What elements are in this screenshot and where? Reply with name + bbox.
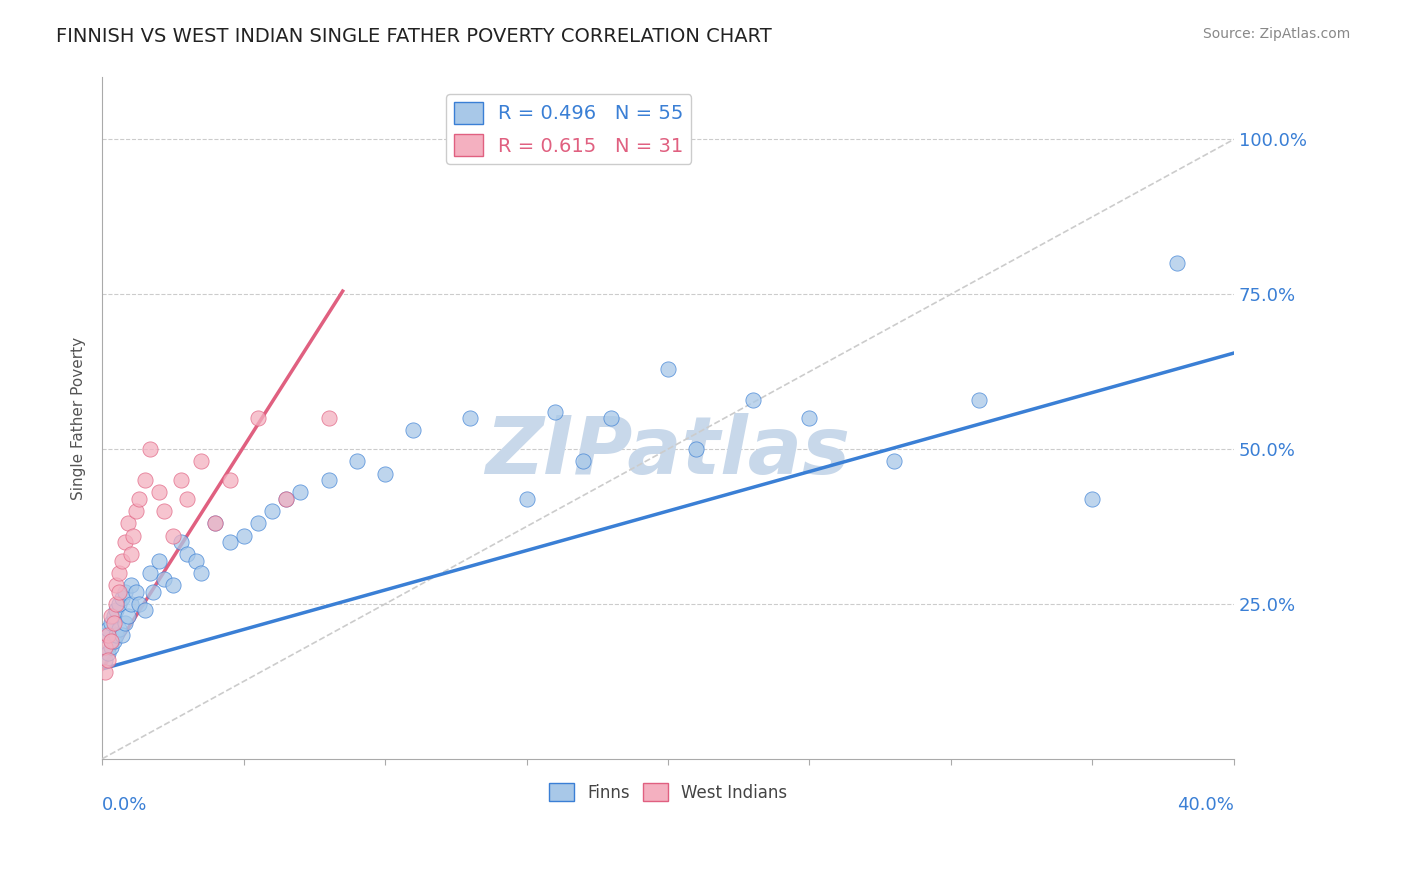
- Point: [232, 529, 254, 543]
- Point: [572, 454, 595, 468]
- Point: [134, 603, 156, 617]
- Text: 40.0%: 40.0%: [1177, 797, 1234, 814]
- Point: [176, 491, 198, 506]
- Point: [657, 361, 679, 376]
- Point: [204, 516, 226, 531]
- Text: ZIPatlas: ZIPatlas: [485, 413, 851, 491]
- Text: Source: ZipAtlas.com: Source: ZipAtlas.com: [1202, 27, 1350, 41]
- Point: [318, 473, 340, 487]
- Point: [111, 553, 134, 567]
- Point: [117, 609, 139, 624]
- Point: [139, 566, 162, 580]
- Point: [114, 535, 136, 549]
- Point: [260, 504, 283, 518]
- Point: [190, 454, 212, 468]
- Point: [94, 628, 117, 642]
- Point: [600, 411, 623, 425]
- Point: [120, 597, 142, 611]
- Point: [134, 473, 156, 487]
- Point: [142, 584, 165, 599]
- Point: [100, 615, 122, 630]
- Point: [184, 553, 207, 567]
- Point: [139, 442, 162, 456]
- Point: [100, 634, 122, 648]
- Text: FINNISH VS WEST INDIAN SINGLE FATHER POVERTY CORRELATION CHART: FINNISH VS WEST INDIAN SINGLE FATHER POV…: [56, 27, 772, 45]
- Point: [122, 529, 145, 543]
- Point: [108, 597, 131, 611]
- Point: [318, 411, 340, 425]
- Point: [290, 485, 312, 500]
- Point: [103, 634, 125, 648]
- Point: [1081, 491, 1104, 506]
- Point: [100, 609, 122, 624]
- Y-axis label: Single Father Poverty: Single Father Poverty: [72, 336, 86, 500]
- Point: [218, 535, 240, 549]
- Point: [374, 467, 396, 481]
- Point: [97, 647, 120, 661]
- Point: [97, 628, 120, 642]
- Point: [105, 578, 128, 592]
- Point: [120, 548, 142, 562]
- Point: [120, 578, 142, 592]
- Point: [274, 491, 297, 506]
- Point: [105, 603, 128, 617]
- Point: [103, 609, 125, 624]
- Point: [544, 405, 567, 419]
- Point: [100, 640, 122, 655]
- Point: [108, 584, 131, 599]
- Point: [125, 584, 148, 599]
- Point: [153, 572, 176, 586]
- Point: [741, 392, 763, 407]
- Point: [97, 653, 120, 667]
- Point: [128, 491, 150, 506]
- Point: [114, 584, 136, 599]
- Point: [190, 566, 212, 580]
- Point: [148, 485, 170, 500]
- Point: [218, 473, 240, 487]
- Point: [148, 553, 170, 567]
- Point: [346, 454, 368, 468]
- Point: [402, 424, 425, 438]
- Point: [883, 454, 905, 468]
- Point: [153, 504, 176, 518]
- Legend: Finns, West Indians: Finns, West Indians: [541, 776, 794, 808]
- Point: [105, 597, 128, 611]
- Point: [162, 578, 184, 592]
- Point: [274, 491, 297, 506]
- Point: [108, 566, 131, 580]
- Point: [967, 392, 990, 407]
- Point: [176, 548, 198, 562]
- Point: [685, 442, 707, 456]
- Point: [516, 491, 538, 506]
- Point: [125, 504, 148, 518]
- Point: [162, 529, 184, 543]
- Text: 0.0%: 0.0%: [103, 797, 148, 814]
- Point: [108, 622, 131, 636]
- Point: [97, 622, 120, 636]
- Point: [1166, 256, 1188, 270]
- Point: [128, 597, 150, 611]
- Point: [94, 665, 117, 679]
- Point: [111, 591, 134, 605]
- Point: [105, 628, 128, 642]
- Point: [94, 653, 117, 667]
- Point: [246, 411, 269, 425]
- Point: [94, 640, 117, 655]
- Point: [246, 516, 269, 531]
- Point: [170, 473, 193, 487]
- Point: [799, 411, 821, 425]
- Point: [103, 615, 125, 630]
- Point: [117, 516, 139, 531]
- Point: [204, 516, 226, 531]
- Point: [170, 535, 193, 549]
- Point: [111, 628, 134, 642]
- Point: [458, 411, 481, 425]
- Point: [114, 615, 136, 630]
